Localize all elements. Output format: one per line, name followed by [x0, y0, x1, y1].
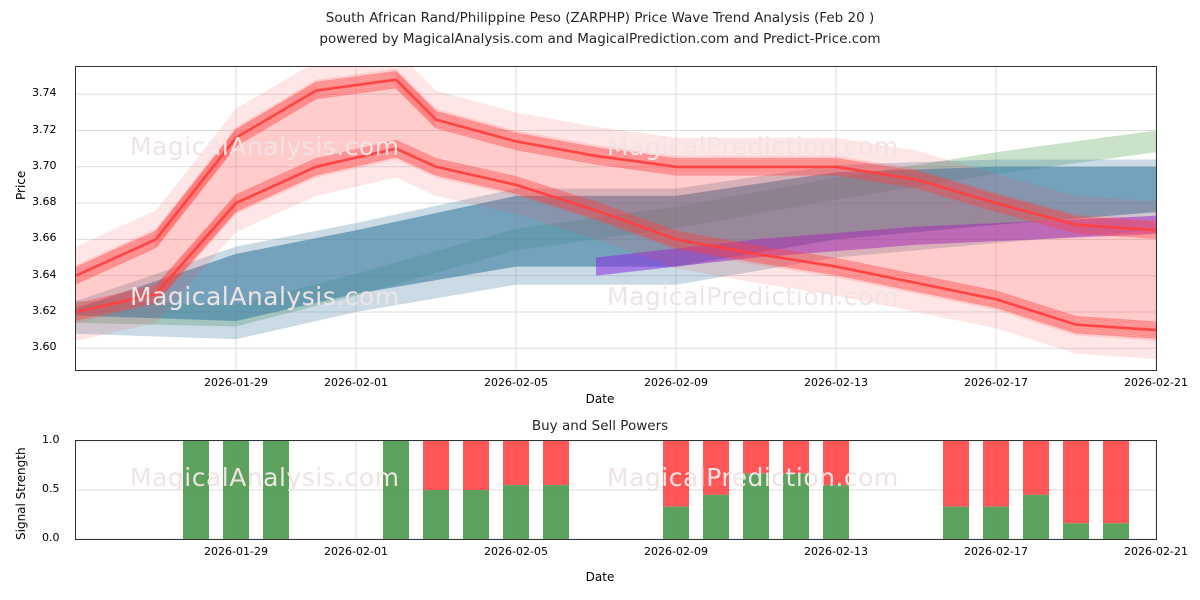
- lower-y-tick: 0.5: [42, 482, 60, 495]
- upper-y-tick: 3.72: [32, 122, 57, 136]
- upper-y-tick: 3.74: [32, 86, 57, 100]
- upper-x-tick: 2026-02-13: [804, 376, 868, 389]
- lower-y-tick: 0.0: [42, 531, 60, 544]
- lower-x-axis-label: Date: [585, 570, 615, 584]
- upper-y-tick: 3.60: [32, 340, 57, 354]
- watermark-text: MagicalPrediction.com: [607, 282, 899, 311]
- upper-y-tick: 3.68: [32, 195, 57, 209]
- upper-y-tick: 3.62: [32, 303, 57, 317]
- price-axis-label: Price: [14, 170, 28, 200]
- lower-y-tick: 1.0: [42, 433, 60, 446]
- buy-sell-plot-area: [75, 440, 1157, 540]
- lower-x-tick: 2026-02-09: [644, 545, 708, 558]
- lower-x-tick: 2026-02-13: [804, 545, 868, 558]
- upper-x-tick: 2026-01-29: [204, 376, 268, 389]
- chart-title-line-1: South African Rand/Philippine Peso (ZARP…: [325, 10, 875, 26]
- watermark-text: MagicalPrediction.com: [607, 132, 899, 161]
- lower-x-tick: 2026-02-21: [1124, 545, 1188, 558]
- upper-x-tick: 2026-02-01: [324, 376, 388, 389]
- upper-y-tick: 3.64: [32, 267, 57, 281]
- price-wave-svg: [76, 67, 1156, 370]
- upper-x-tick: 2026-02-17: [964, 376, 1028, 389]
- watermark-text: MagicalAnalysis.com: [130, 463, 400, 492]
- lower-x-tick: 2026-02-05: [484, 545, 548, 558]
- watermark-text: MagicalPrediction.com: [607, 463, 899, 492]
- upper-x-tick: 2026-02-21: [1124, 376, 1188, 389]
- watermark-text: MagicalAnalysis.com: [130, 282, 400, 311]
- lower-x-tick: 2026-01-29: [204, 545, 268, 558]
- upper-x-tick: 2026-02-09: [644, 376, 708, 389]
- upper-y-tick: 3.70: [32, 158, 57, 172]
- lower-x-tick: 2026-02-17: [964, 545, 1028, 558]
- upper-y-tick: 3.66: [32, 231, 57, 245]
- buy-sell-svg: [76, 441, 1156, 539]
- chart-title-line-2: powered by MagicalAnalysis.com and Magic…: [319, 31, 881, 47]
- watermark-text: MagicalAnalysis.com: [130, 132, 400, 161]
- buy-sell-title: Buy and Sell Powers: [531, 418, 669, 434]
- lower-x-tick: 2026-02-01: [324, 545, 388, 558]
- upper-x-tick: 2026-02-05: [484, 376, 548, 389]
- upper-x-axis-label: Date: [585, 392, 615, 406]
- signal-strength-axis-label: Signal Strength: [14, 447, 28, 540]
- price-wave-plot-area: [75, 66, 1157, 371]
- chart-title-block: South African Rand/Philippine Peso (ZARP…: [0, 8, 1200, 50]
